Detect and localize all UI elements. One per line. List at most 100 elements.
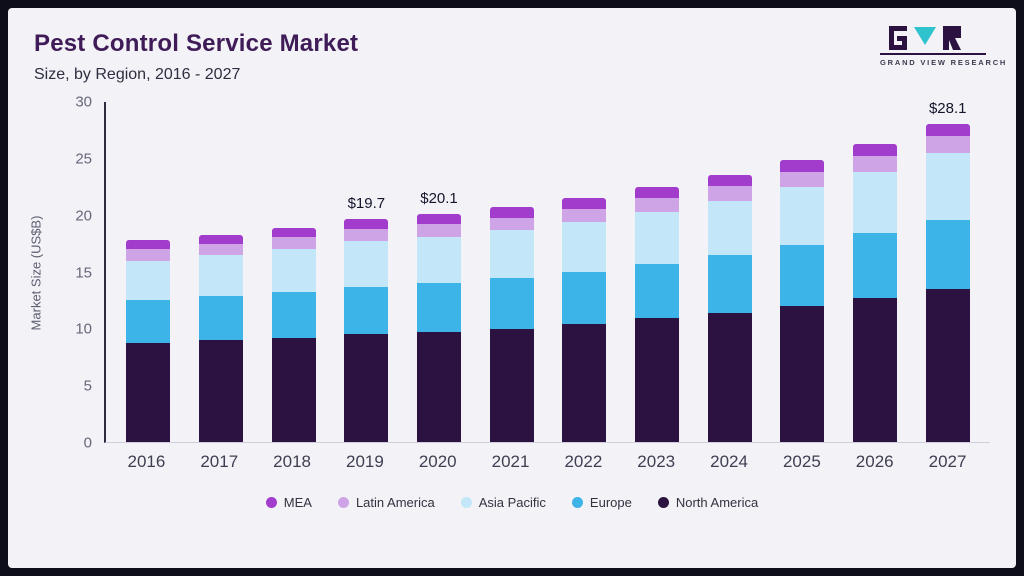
- bar-stack-2017[interactable]: [199, 234, 243, 442]
- y-tick-label: 5: [83, 377, 92, 395]
- bar-segment-north-america[interactable]: [562, 324, 607, 442]
- bar-column-2023: [621, 102, 694, 442]
- legend-dot: [657, 497, 669, 508]
- bar-segment-north-america[interactable]: [707, 312, 752, 442]
- bar-stack-2020[interactable]: $20.1: [417, 190, 462, 442]
- bar-stack-2018[interactable]: [271, 227, 316, 442]
- bar-segment-latin-america[interactable]: [925, 136, 970, 153]
- bar-segment-europe[interactable]: [925, 219, 970, 289]
- bar-segment-mea[interactable]: [925, 123, 970, 136]
- bar-segment-mea[interactable]: [562, 198, 607, 209]
- bar-segment-europe[interactable]: [853, 233, 898, 299]
- bar-segment-europe[interactable]: [635, 264, 680, 319]
- bar-column-2027: $28.1: [911, 100, 984, 442]
- chart: Market Size (US$B) 0 5 10 15 20 25 30 $19.7 $20…: [22, 94, 990, 481]
- legend-item-mea[interactable]: MEA: [265, 495, 312, 510]
- bar-stack-2016[interactable]: [126, 240, 171, 442]
- x-axis-label: 2027: [928, 452, 967, 471]
- bar-stack-2024[interactable]: [707, 174, 752, 442]
- bar-column-2017: [185, 102, 258, 442]
- bar-segment-asia-pacific[interactable]: [344, 241, 389, 287]
- bar-segment-asia-pacific[interactable]: [707, 200, 752, 255]
- bar-segment-north-america[interactable]: [199, 339, 243, 442]
- bar-total-label: $20.1: [420, 190, 458, 208]
- bar-segment-asia-pacific[interactable]: [199, 255, 243, 296]
- bar-stack-2026[interactable]: [853, 143, 898, 442]
- bar-segment-europe[interactable]: [562, 271, 607, 325]
- bar-segment-latin-america[interactable]: [344, 228, 389, 242]
- bar-segment-europe[interactable]: [199, 295, 243, 340]
- bar-segment-north-america[interactable]: [489, 328, 534, 442]
- bar-segment-europe[interactable]: [707, 254, 752, 313]
- bars-row: $19.7 $20.1 $28.1: [106, 100, 990, 442]
- bar-segment-north-america[interactable]: [635, 318, 680, 442]
- bar-stack-2027[interactable]: $28.1: [925, 100, 970, 442]
- bar-segment-north-america[interactable]: [925, 288, 970, 442]
- bar-segment-latin-america[interactable]: [707, 185, 752, 201]
- legend-dot: [265, 497, 277, 508]
- logo-triangle-icon: [914, 27, 936, 45]
- legend-item-europe[interactable]: Europe: [571, 495, 632, 510]
- bar-segment-europe[interactable]: [271, 292, 316, 338]
- bar-segment-europe[interactable]: [344, 286, 389, 335]
- bar-stack-2023[interactable]: [635, 187, 680, 442]
- legend-item-latin-america[interactable]: Latin America: [337, 495, 435, 510]
- bar-segment-latin-america[interactable]: [126, 249, 171, 261]
- bar-segment-mea[interactable]: [635, 187, 680, 199]
- bar-segment-north-america[interactable]: [271, 337, 316, 442]
- bar-segment-north-america[interactable]: [780, 305, 825, 442]
- bar-segment-mea[interactable]: [199, 234, 243, 244]
- x-axis-label: 2018: [273, 452, 311, 471]
- bar-segment-asia-pacific[interactable]: [562, 222, 607, 272]
- y-axis-title: Market Size (US$B): [28, 215, 44, 330]
- bar-segment-europe[interactable]: [417, 283, 462, 333]
- bar-segment-asia-pacific[interactable]: [925, 152, 970, 220]
- legend-item-asia-pacific[interactable]: Asia Pacific: [460, 495, 546, 510]
- bar-segment-latin-america[interactable]: [199, 243, 243, 255]
- bar-segment-asia-pacific[interactable]: [853, 172, 898, 234]
- bar-segment-north-america[interactable]: [126, 343, 171, 442]
- bar-segment-mea[interactable]: [489, 207, 534, 218]
- bar-segment-latin-america[interactable]: [417, 224, 462, 237]
- x-axis-label: 2024: [710, 452, 748, 471]
- bar-segment-latin-america[interactable]: [635, 198, 680, 212]
- bar-segment-europe[interactable]: [489, 277, 534, 329]
- bar-segment-asia-pacific[interactable]: [126, 260, 171, 301]
- bar-segment-mea[interactable]: [126, 240, 171, 250]
- bar-segment-asia-pacific[interactable]: [417, 236, 462, 284]
- bar-segment-north-america[interactable]: [344, 334, 389, 442]
- bar-segment-mea[interactable]: [271, 227, 316, 237]
- bar-segment-north-america[interactable]: [853, 298, 898, 442]
- bar-segment-mea[interactable]: [780, 159, 825, 173]
- x-axis-labels: 2016 2017 2018 2019 2020 2021 2022 2023 2024 2025…: [104, 443, 990, 481]
- bar-column-2024: [693, 102, 766, 442]
- bar-segment-asia-pacific[interactable]: [635, 211, 680, 265]
- bar-segment-latin-america[interactable]: [780, 172, 825, 187]
- bar-segment-mea[interactable]: [344, 218, 389, 229]
- bar-segment-asia-pacific[interactable]: [780, 186, 825, 245]
- bar-stack-2019[interactable]: $19.7: [344, 195, 389, 442]
- bar-segment-latin-america[interactable]: [853, 156, 898, 173]
- bar-total-label: $28.1: [928, 99, 967, 117]
- bar-segment-asia-pacific[interactable]: [489, 230, 534, 278]
- bar-segment-latin-america[interactable]: [489, 217, 534, 231]
- bar-column-2021: [475, 102, 548, 442]
- bar-stack-2021[interactable]: [489, 207, 534, 442]
- bar-segment-north-america[interactable]: [417, 332, 462, 442]
- bar-segment-latin-america[interactable]: [271, 236, 316, 250]
- bar-segment-mea[interactable]: [417, 214, 462, 225]
- bar-stack-2022[interactable]: [562, 198, 607, 442]
- bar-segment-asia-pacific[interactable]: [271, 249, 316, 293]
- bar-segment-europe[interactable]: [780, 244, 825, 306]
- bar-column-2025: [766, 102, 839, 442]
- legend-label: MEA: [283, 495, 312, 510]
- y-axis-ticks: 0 5 10 15 20 25 30: [50, 94, 104, 452]
- bar-segment-latin-america[interactable]: [562, 208, 607, 223]
- bar-column-2022: [548, 102, 621, 442]
- legend-item-north-america[interactable]: North America: [657, 495, 758, 510]
- bar-segment-mea[interactable]: [707, 174, 752, 186]
- bar-segment-mea[interactable]: [853, 143, 898, 157]
- x-axis-label: 2021: [491, 452, 530, 471]
- bar-stack-2025[interactable]: [780, 159, 825, 442]
- bar-segment-europe[interactable]: [126, 300, 171, 344]
